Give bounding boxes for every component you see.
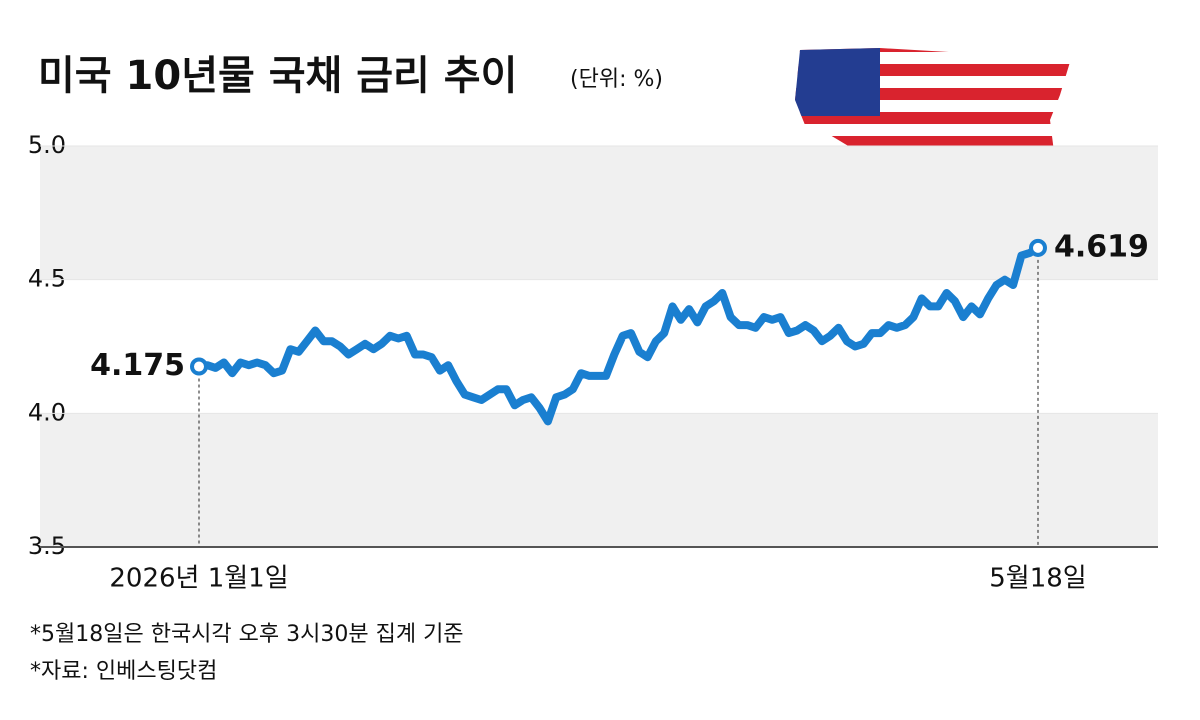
grid-band [40, 146, 1158, 280]
value-label: 4.619 [1054, 229, 1149, 264]
y-tick-label: 5.0 [28, 131, 66, 159]
note: *5월18일은 한국시각 오후 3시30분 집계 기준 [30, 622, 464, 647]
x-tick-label: 5월18일 [989, 564, 1086, 594]
grid-band [40, 413, 1158, 547]
chart-subtitle: (단위: %) [570, 67, 663, 92]
chart-title: 미국 10년물 국채 금리 추이 [38, 53, 517, 99]
note: *자료: 인베스팅닷컴 [30, 659, 217, 684]
end-point [1029, 238, 1047, 257]
end-point [190, 357, 208, 376]
line [195, 243, 1042, 426]
x-tick-label: 2026년 1월1일 [109, 564, 288, 594]
y-tick-label: 4.5 [28, 265, 66, 293]
value-label: 4.175 [90, 348, 185, 383]
y-tick-label: 4.0 [28, 398, 66, 426]
